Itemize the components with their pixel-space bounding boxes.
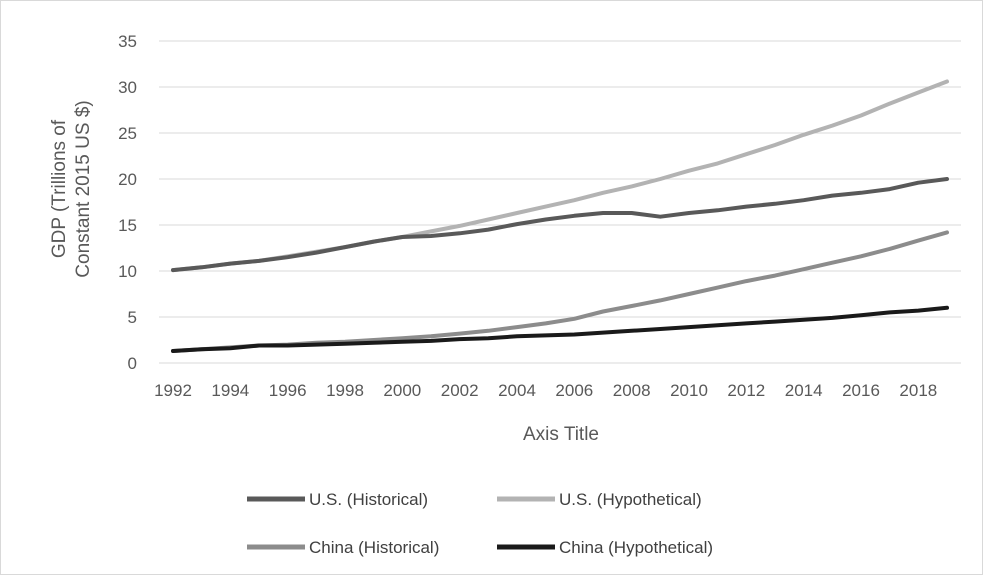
- y-axis-ticks: 0 5 10 15 20 25 30 35: [118, 32, 137, 373]
- y-tick-label-35: 35: [118, 32, 137, 51]
- x-tick-label-1992: 1992: [154, 381, 192, 400]
- y-tick-label-15: 15: [118, 216, 137, 235]
- x-axis-ticks: 1992 1994 1996 1998 2000 2002 2004 2006 2008 2010…: [154, 381, 937, 400]
- legend-label-china-historical: China (Historical): [309, 538, 439, 557]
- legend: U.S. (Historical) U.S. (Hypothetical) Chin…: [247, 490, 713, 557]
- y-tick-label-20: 20: [118, 170, 137, 189]
- y-tick-label-25: 25: [118, 124, 137, 143]
- x-tick-label-1996: 1996: [269, 381, 307, 400]
- x-tick-label-2018: 2018: [899, 381, 937, 400]
- x-tick-label-2012: 2012: [727, 381, 765, 400]
- x-tick-label-2014: 2014: [785, 381, 823, 400]
- y-tick-label-5: 5: [128, 308, 137, 327]
- x-tick-label-2008: 2008: [613, 381, 651, 400]
- x-tick-label-1998: 1998: [326, 381, 364, 400]
- x-tick-label-2002: 2002: [441, 381, 479, 400]
- series-line-u-s-hypothetical: [171, 79, 949, 273]
- y-axis-title-line-2: Constant 2015 US $): [73, 100, 94, 277]
- legend-label-u-s-historical: U.S. (Historical): [309, 490, 428, 509]
- legend-label-china-hypothetical: China (Hypothetical): [559, 538, 713, 557]
- series-lines: [171, 79, 949, 353]
- x-tick-label-2016: 2016: [842, 381, 880, 400]
- y-tick-label-30: 30: [118, 78, 137, 97]
- legend-label-u-s-hypothetical: U.S. (Hypothetical): [559, 490, 702, 509]
- series-line-china-hypothetical: [171, 305, 949, 353]
- gridlines: [159, 40, 961, 364]
- x-tick-label-2000: 2000: [383, 381, 421, 400]
- y-axis-title-line-1: GDP (Trillions of: [49, 119, 70, 258]
- x-tick-label-1994: 1994: [211, 381, 249, 400]
- x-axis-title: Axis Title: [523, 424, 599, 445]
- x-tick-label-2006: 2006: [555, 381, 593, 400]
- x-tick-label-2004: 2004: [498, 381, 536, 400]
- y-axis-title: GDP (Trillions of Constant 2015 US $): [49, 100, 94, 277]
- y-tick-label-0: 0: [128, 354, 137, 373]
- series-line-u-s-historical: [171, 177, 949, 273]
- y-tick-label-10: 10: [118, 262, 137, 281]
- x-tick-label-2010: 2010: [670, 381, 708, 400]
